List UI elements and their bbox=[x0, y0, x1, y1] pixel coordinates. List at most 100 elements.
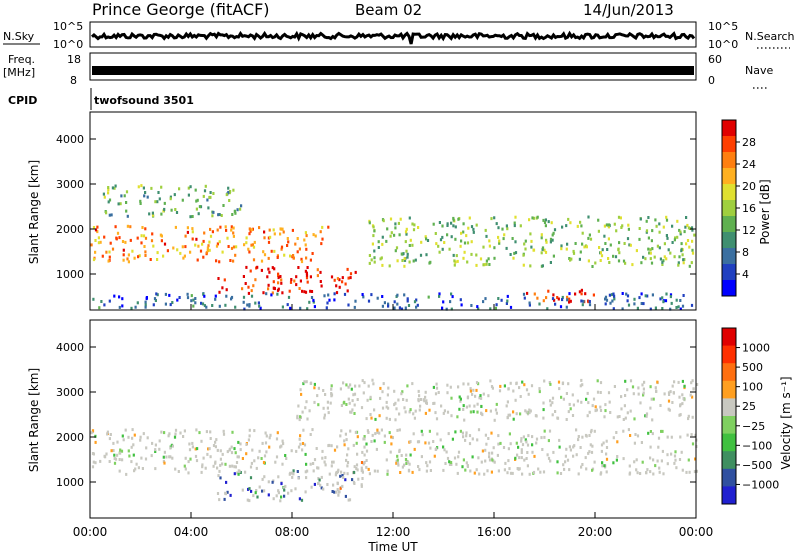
data-cell bbox=[365, 417, 368, 421]
data-cell bbox=[526, 443, 530, 447]
data-cell bbox=[443, 409, 446, 413]
data-cell bbox=[607, 257, 610, 260]
data-cell bbox=[365, 449, 369, 453]
data-cell bbox=[520, 437, 523, 441]
data-cell bbox=[121, 458, 124, 462]
y-tick-label: 4000 bbox=[56, 341, 84, 354]
data-cell bbox=[493, 460, 496, 464]
data-cell bbox=[144, 191, 147, 194]
data-cell bbox=[234, 253, 237, 257]
data-cell bbox=[343, 471, 346, 475]
data-cell bbox=[215, 259, 218, 263]
data-cell bbox=[198, 205, 201, 209]
data-cell bbox=[248, 434, 251, 438]
data-cell bbox=[113, 457, 116, 460]
data-cell bbox=[606, 248, 609, 251]
data-cell bbox=[471, 455, 474, 459]
data-cell bbox=[552, 450, 555, 454]
data-cell bbox=[189, 185, 192, 189]
data-cell bbox=[663, 242, 666, 246]
data-cell bbox=[239, 448, 242, 452]
data-cell bbox=[500, 298, 503, 302]
data-cell bbox=[151, 211, 154, 215]
data-cell bbox=[407, 304, 411, 307]
data-cell bbox=[363, 381, 366, 385]
data-cell bbox=[671, 401, 674, 404]
data-cell bbox=[353, 403, 356, 407]
data-cell bbox=[227, 245, 230, 248]
data-cell bbox=[497, 442, 500, 446]
data-cell bbox=[411, 243, 414, 247]
data-cell bbox=[485, 259, 488, 263]
data-cell bbox=[560, 395, 563, 399]
data-cell bbox=[204, 184, 207, 188]
data-cell bbox=[330, 384, 333, 388]
data-cell bbox=[673, 461, 676, 465]
data-cell bbox=[627, 428, 630, 432]
data-cell bbox=[509, 253, 512, 256]
data-cell bbox=[514, 215, 517, 219]
data-cell bbox=[655, 224, 658, 228]
data-cell bbox=[453, 456, 457, 460]
data-cell bbox=[600, 443, 604, 447]
data-cell bbox=[544, 224, 547, 228]
data-cell bbox=[388, 264, 391, 268]
data-cell bbox=[360, 461, 364, 464]
data-cell bbox=[642, 387, 645, 391]
data-cell bbox=[284, 454, 287, 457]
data-cell bbox=[219, 463, 222, 467]
data-cell bbox=[218, 290, 221, 294]
data-cell bbox=[301, 442, 305, 445]
data-cell bbox=[678, 395, 681, 399]
data-cell bbox=[396, 259, 399, 263]
data-cell bbox=[150, 239, 154, 243]
data-cell bbox=[453, 263, 456, 267]
data-cell bbox=[524, 438, 527, 442]
data-cell bbox=[378, 414, 381, 418]
data-cell bbox=[504, 461, 507, 465]
data-cell bbox=[383, 434, 386, 438]
data-cell bbox=[246, 303, 249, 307]
data-cell bbox=[649, 248, 652, 252]
data-cell bbox=[569, 258, 572, 262]
data-cell bbox=[521, 443, 525, 447]
data-cell bbox=[649, 430, 652, 433]
colorbar-tick-label: 20 bbox=[742, 180, 756, 193]
data-cell bbox=[591, 265, 594, 268]
data-cell bbox=[448, 463, 452, 466]
data-cell bbox=[497, 469, 500, 473]
data-cell bbox=[374, 432, 377, 436]
data-cell bbox=[247, 285, 250, 289]
data-cell bbox=[673, 454, 677, 458]
data-cell bbox=[417, 465, 420, 468]
data-cell bbox=[649, 445, 652, 449]
data-cell bbox=[440, 404, 443, 408]
data-cell bbox=[301, 410, 304, 414]
data-cell bbox=[234, 211, 237, 215]
data-cell bbox=[322, 487, 325, 491]
x-tick-label: 00:00 bbox=[679, 525, 714, 539]
data-cell bbox=[575, 453, 578, 457]
data-cell bbox=[549, 237, 553, 241]
data-cell bbox=[411, 382, 414, 386]
data-cell bbox=[472, 388, 475, 392]
data-cell bbox=[259, 306, 262, 310]
data-cell bbox=[355, 467, 358, 470]
data-cell bbox=[538, 387, 541, 391]
data-cell bbox=[280, 247, 283, 251]
data-cell bbox=[312, 298, 315, 302]
data-cell bbox=[340, 429, 343, 433]
data-cell bbox=[638, 227, 641, 230]
data-cell bbox=[317, 386, 320, 390]
data-cell bbox=[327, 444, 330, 448]
data-cell bbox=[393, 389, 396, 393]
data-cell bbox=[344, 478, 347, 482]
data-cell bbox=[566, 242, 569, 246]
data-cell bbox=[320, 475, 323, 479]
data-cell bbox=[305, 234, 308, 238]
data-cell bbox=[246, 498, 249, 502]
data-cell bbox=[171, 444, 174, 448]
chart-title: Prince George (fitACF) bbox=[92, 0, 270, 19]
data-cell bbox=[115, 237, 118, 241]
data-cell bbox=[237, 440, 240, 444]
